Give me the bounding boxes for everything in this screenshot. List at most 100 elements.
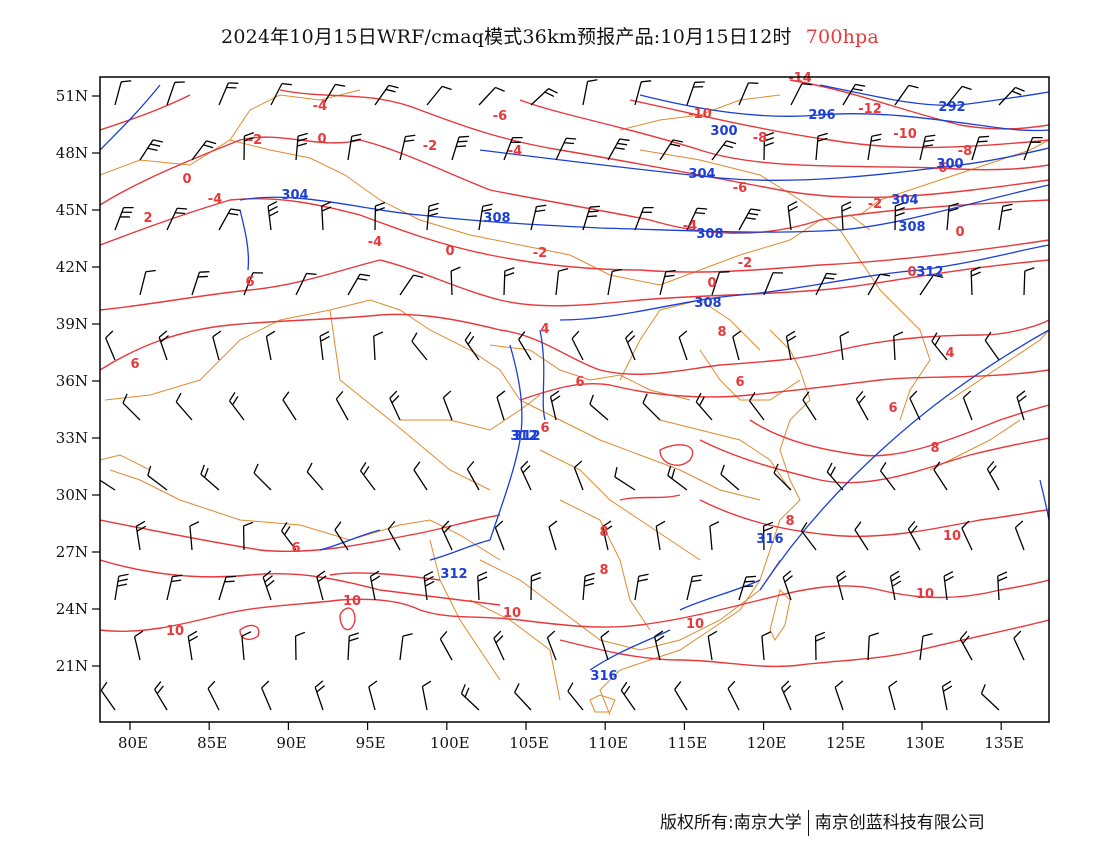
height-label: 292 (938, 100, 965, 115)
lon-tick-label: 115E (668, 734, 708, 752)
boundary-line (229, 89, 361, 141)
wind-barb (1013, 630, 1025, 661)
temperature-label: -10 (688, 107, 712, 122)
lat-tick-label: 45N (56, 201, 88, 219)
height-label: 300 (936, 157, 963, 172)
boundary-line (469, 599, 561, 701)
wind-barb (841, 201, 852, 231)
wind-barbs (100, 79, 1043, 711)
latitude-axis: 51N 48N 45N 42N 39N 36N 33N 30N 27N 24N 21N (56, 87, 100, 675)
wind-barb (421, 680, 432, 711)
boundary-line (519, 399, 761, 501)
temperature-contour (519, 369, 1049, 401)
wind-barb (494, 520, 505, 551)
wind-barb (387, 520, 401, 551)
wind-barb (582, 205, 601, 231)
wind-barb (411, 332, 428, 361)
wind-barb (894, 202, 906, 231)
lon-tick-label: 130E (905, 734, 945, 752)
wind-barb (218, 208, 241, 231)
wind-barb (133, 630, 144, 661)
wind-barb (867, 133, 882, 161)
wind-barb (919, 134, 936, 161)
wind-barb (262, 570, 275, 601)
lon-tick-label: 110E (588, 734, 628, 752)
wind-barb (147, 465, 168, 491)
temperature-contour (100, 136, 1049, 234)
wind-barb (762, 521, 774, 551)
wind-barb (322, 83, 346, 106)
wind-barb (919, 274, 944, 296)
wind-barb (314, 680, 325, 711)
temperature-contour (100, 579, 1049, 633)
temperature-label: 4 (540, 322, 549, 337)
temperature-contour (699, 499, 1049, 537)
lon-tick-label: 120E (747, 734, 787, 752)
wind-barb (423, 570, 435, 601)
wind-barb (620, 681, 636, 711)
temperature-contour (329, 572, 441, 581)
wind-barb (218, 82, 239, 106)
wind-barb (555, 137, 577, 161)
wind-barb (943, 570, 954, 601)
boundary-line (949, 329, 1049, 401)
wind-barb (919, 633, 933, 661)
wind-barb (267, 200, 279, 231)
temperature-label: 10 (686, 617, 704, 632)
wind-barb (316, 570, 327, 601)
temperature-contour (339, 607, 356, 631)
height-contour (819, 84, 1049, 107)
wind-barb (855, 390, 869, 421)
height-contour (589, 629, 671, 671)
wind-barb (389, 390, 401, 421)
wind-barb (659, 269, 676, 296)
height-contour (479, 147, 1049, 181)
height-label: 308 (483, 211, 510, 226)
wind-barb (374, 84, 399, 106)
lat-tick-label: 39N (56, 315, 88, 333)
wind-barb (478, 203, 493, 231)
wind-barb (738, 575, 757, 601)
wind-barb (667, 465, 688, 491)
temperature-label: 8 (599, 525, 608, 540)
wind-barb (653, 630, 665, 661)
wind-barb (678, 330, 688, 361)
temperature-label: 6 (130, 357, 139, 372)
temperature-label: 0 (907, 265, 916, 280)
temperature-label: -14 (788, 71, 812, 86)
wind-barb (212, 330, 222, 361)
boundary-line (479, 559, 781, 651)
wind-barb (306, 462, 324, 491)
temperature-label: 6 (540, 421, 549, 436)
wind-barb (466, 460, 480, 491)
wind-barb (634, 573, 649, 601)
temperature-label: -2 (423, 139, 437, 154)
wind-barb (686, 81, 705, 106)
lat-tick-label: 24N (56, 600, 88, 618)
wind-barb (839, 330, 850, 361)
wind-barb (589, 394, 609, 421)
wind-barb (294, 631, 306, 661)
height-contour (239, 184, 1049, 233)
temperature-contour (519, 99, 1049, 171)
height-contour (239, 209, 250, 271)
wind-barb (614, 467, 636, 491)
wind-barb (347, 632, 359, 661)
boundary-line (100, 454, 151, 471)
wind-barb (834, 680, 844, 711)
wind-barb (600, 630, 610, 661)
wind-barb (546, 630, 557, 661)
temperature-labels: -14 -12 -10 -10 -8 -8 -6 -6 -6 -4 -4 -4 -4 -4 -2 -2 -2 -2… (130, 71, 972, 639)
wind-barb (634, 206, 654, 231)
wind-barb (243, 272, 264, 296)
wind-barb (782, 570, 793, 601)
temperature-label: -8 (753, 131, 767, 146)
lon-tick-label: 80E (118, 734, 148, 752)
wind-barb (187, 630, 199, 661)
wind-barb (530, 572, 542, 601)
wind-barb (478, 86, 505, 106)
height-label: 312 (513, 429, 540, 444)
wind-barb (261, 680, 272, 711)
wind-barb (295, 132, 308, 161)
wind-barb (243, 132, 255, 161)
